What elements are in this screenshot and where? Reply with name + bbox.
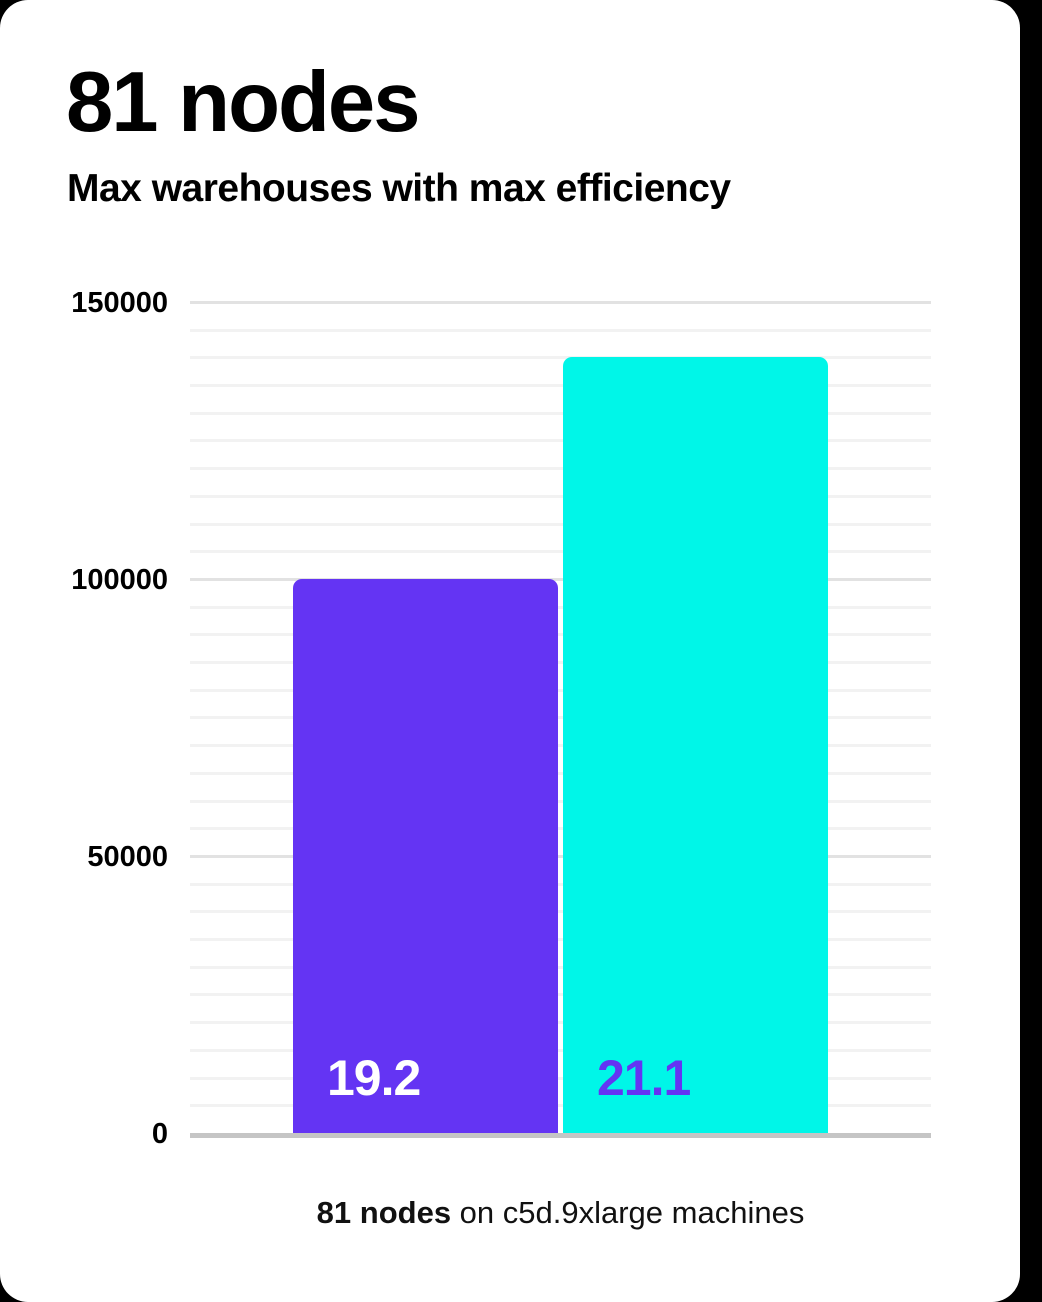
gridline-minor	[190, 356, 931, 359]
gridline-minor	[190, 883, 931, 886]
gridline-minor	[190, 495, 931, 498]
gridline-major	[190, 301, 931, 304]
gridline-minor	[190, 412, 931, 415]
gridline-minor	[190, 1077, 931, 1080]
gridline-major	[190, 855, 931, 858]
gridline-major	[190, 578, 931, 581]
bar-value-label: 19.2	[327, 1050, 421, 1106]
gridline-minor	[190, 606, 931, 609]
gridline-minor	[190, 827, 931, 830]
chart-title: 81 nodes	[66, 55, 420, 150]
gridline-minor	[190, 993, 931, 996]
x-axis-line	[190, 1133, 931, 1138]
bar-value-label: 21.1	[597, 1050, 691, 1106]
gridline-minor	[190, 772, 931, 775]
y-tick-label: 50000	[87, 841, 168, 873]
gridline-minor	[190, 1021, 931, 1024]
gridline-minor	[190, 910, 931, 913]
y-tick-label: 0	[151, 1118, 168, 1150]
gridline-minor	[190, 800, 931, 803]
gridline-minor	[190, 966, 931, 969]
gridline-minor	[190, 467, 931, 470]
chart-caption: 81 nodes on c5d.9xlarge machines	[190, 1193, 931, 1233]
gridline-minor	[190, 1104, 931, 1107]
gridline-minor	[190, 329, 931, 332]
bar-21.1: 21.1	[563, 357, 828, 1133]
chart-subtitle: Max warehouses with max efficiency	[67, 167, 731, 210]
caption-bold-text: 81 nodes	[316, 1195, 452, 1230]
gridline-minor	[190, 744, 931, 747]
gridline-minor	[190, 633, 931, 636]
y-tick-label: 150000	[71, 287, 168, 319]
gridline-minor	[190, 550, 931, 553]
chart-card: 81 nodes Max warehouses with max efficie…	[0, 0, 1020, 1302]
gridline-minor	[190, 689, 931, 692]
gridline-minor	[190, 439, 931, 442]
plot-area: 19.2 21.1	[190, 301, 931, 1138]
caption-regular-text: on c5d.9xlarge machines	[451, 1195, 805, 1230]
gridline-minor	[190, 716, 931, 719]
y-tick-label: 100000	[71, 564, 168, 596]
gridline-minor	[190, 384, 931, 387]
gridline-minor	[190, 938, 931, 941]
gridline-minor	[190, 661, 931, 664]
y-axis: 0 50000 100000 150000	[36, 287, 168, 1150]
bar-19.2: 19.2	[293, 579, 558, 1133]
gridline-minor	[190, 523, 931, 526]
gridline-minor	[190, 1049, 931, 1052]
